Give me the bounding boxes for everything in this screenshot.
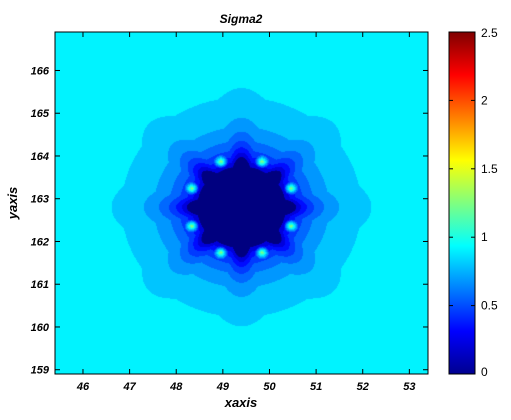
y-tick-label: 166 xyxy=(31,65,50,77)
x-tick-label: 50 xyxy=(263,381,276,393)
colorbar-tick-label: 1.5 xyxy=(481,162,498,176)
colorbar-gradient xyxy=(449,32,475,374)
y-tick-label: 165 xyxy=(31,108,50,120)
chart-title: Sigma2 xyxy=(220,12,263,26)
y-axis-title: yaxis xyxy=(5,187,20,221)
y-tick-label: 160 xyxy=(31,322,50,334)
x-tick-label: 52 xyxy=(357,381,369,393)
y-axis: 159 160 161 162 163 164 165 166 xyxy=(31,65,428,377)
y-tick-label: 164 xyxy=(31,151,49,163)
y-tick-label: 163 xyxy=(31,194,49,206)
x-tick-label: 49 xyxy=(216,381,230,393)
x-tick-label: 46 xyxy=(76,381,90,393)
colorbar-tick-label: 1 xyxy=(481,230,488,244)
plot-area xyxy=(55,32,428,374)
x-axis: 46 47 48 49 50 51 52 53 xyxy=(76,32,415,393)
x-tick-label: 53 xyxy=(403,381,415,393)
y-tick-label: 162 xyxy=(31,236,49,248)
y-tick-label: 159 xyxy=(31,365,50,377)
colorbar-tick-label: 0.5 xyxy=(481,299,498,313)
colorbar-frame xyxy=(448,31,476,375)
x-axis-title: xaxis xyxy=(224,395,258,410)
x-tick-label: 47 xyxy=(122,381,136,393)
x-tick-label: 48 xyxy=(169,381,183,393)
heatmap-field xyxy=(55,32,428,374)
colorbar-tick-label: 2.5 xyxy=(481,26,498,40)
plot-frame xyxy=(54,31,429,375)
colorbar-tick-label: 2 xyxy=(481,93,488,107)
colorbar: 0 0.5 1 1.5 2 2.5 xyxy=(448,26,498,379)
colorbar-tick-label: 0 xyxy=(481,365,488,379)
y-tick-label: 161 xyxy=(31,279,49,291)
colorbar-ticks: 0 0.5 1 1.5 2 2.5 xyxy=(449,26,498,379)
x-tick-label: 51 xyxy=(310,381,322,393)
